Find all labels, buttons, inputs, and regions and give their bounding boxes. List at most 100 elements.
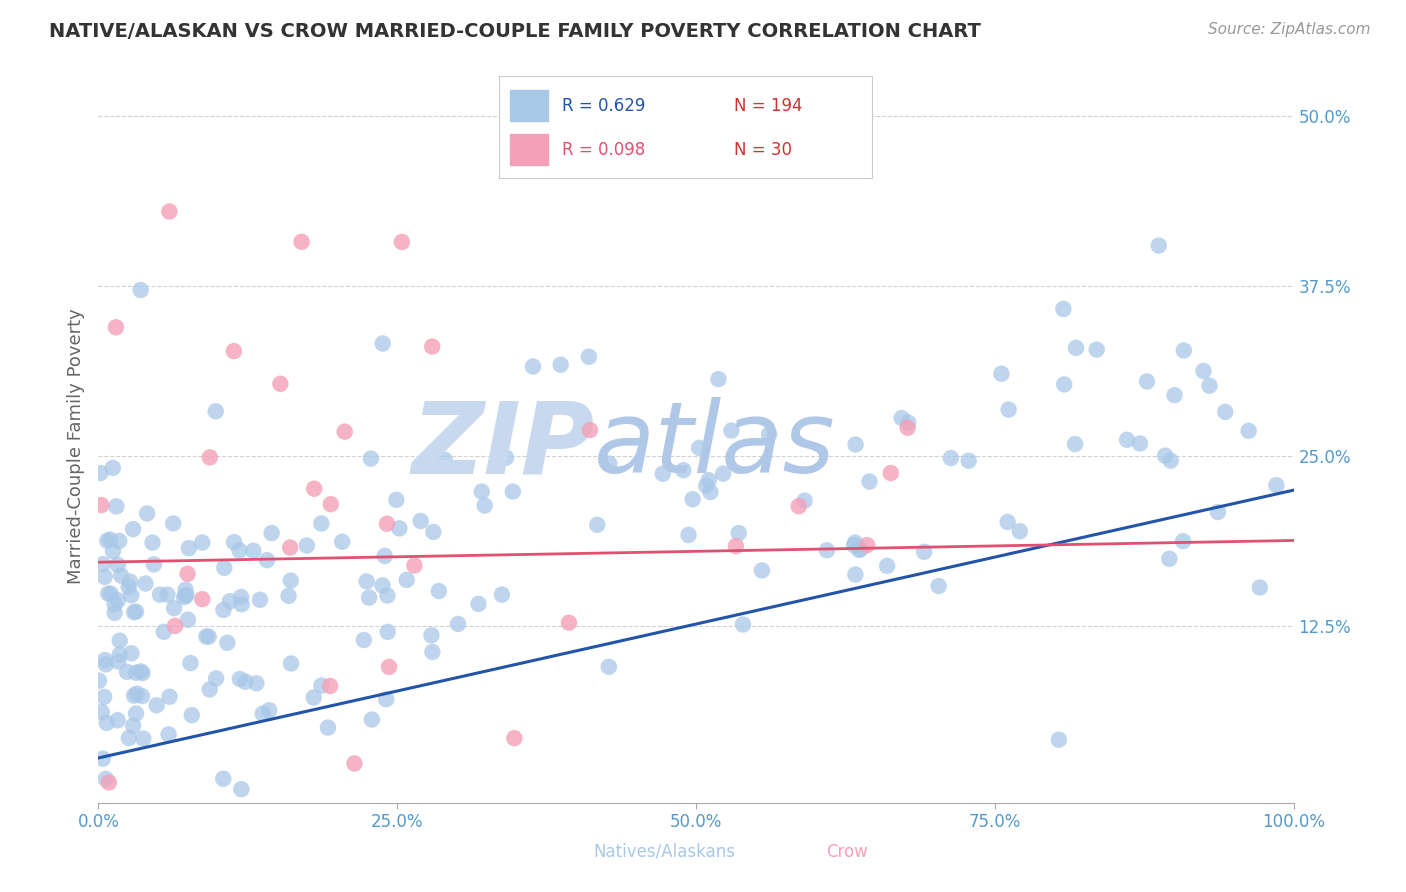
Text: Natives/Alaskans: Natives/Alaskans	[593, 843, 735, 861]
Point	[104, 606, 127, 620]
Point	[115, 665, 138, 679]
Point	[214, 561, 236, 575]
Point	[463, 403, 485, 417]
Point	[1064, 437, 1087, 451]
Point	[787, 499, 810, 513]
Point	[87, 673, 110, 688]
Point	[118, 580, 141, 594]
Point	[699, 485, 721, 500]
Point	[104, 597, 127, 611]
Point	[91, 752, 114, 766]
Bar	[510, 135, 547, 165]
Point	[280, 657, 302, 671]
Point	[163, 619, 186, 633]
Point	[1206, 505, 1229, 519]
Point	[93, 570, 115, 584]
Point	[848, 542, 870, 557]
Bar	[510, 90, 547, 121]
Point	[433, 452, 456, 467]
Point	[471, 484, 494, 499]
Point	[257, 703, 280, 717]
Point	[157, 727, 180, 741]
Point	[277, 589, 299, 603]
Point	[162, 516, 184, 531]
Point	[375, 692, 398, 706]
Point	[420, 628, 443, 642]
Point	[245, 676, 267, 690]
Point	[122, 689, 145, 703]
Point	[89, 466, 111, 480]
Point	[844, 567, 866, 582]
Point	[242, 543, 264, 558]
Point	[316, 721, 339, 735]
Point	[522, 359, 544, 374]
Point	[876, 558, 898, 573]
Point	[586, 517, 609, 532]
Point	[252, 706, 274, 721]
Point	[1085, 343, 1108, 357]
Point	[174, 588, 197, 602]
Point	[96, 715, 118, 730]
Point	[125, 687, 148, 701]
Point	[467, 597, 489, 611]
Point	[1053, 377, 1076, 392]
Point	[377, 589, 399, 603]
Point	[107, 593, 129, 607]
Point	[105, 500, 128, 514]
Point	[371, 336, 394, 351]
Point	[1052, 301, 1074, 316]
Point	[343, 756, 366, 771]
Text: ZIP: ZIP	[412, 398, 595, 494]
Point	[707, 372, 730, 386]
Point	[409, 514, 432, 528]
Point	[108, 534, 131, 549]
Point	[912, 545, 935, 559]
Point	[422, 524, 444, 539]
Point	[356, 574, 378, 589]
Point	[174, 582, 197, 597]
Point	[997, 402, 1019, 417]
Point	[197, 630, 219, 644]
Point	[219, 594, 242, 608]
Point	[651, 467, 673, 481]
Point	[378, 660, 401, 674]
Point	[231, 598, 253, 612]
Text: Crow: Crow	[827, 843, 868, 861]
Point	[125, 706, 148, 721]
Point	[404, 558, 426, 573]
Point	[118, 731, 141, 745]
Point	[295, 539, 318, 553]
Text: N = 30: N = 30	[734, 141, 792, 159]
Point	[682, 492, 704, 507]
Point	[280, 574, 302, 588]
Point	[101, 544, 124, 558]
Point	[503, 731, 526, 746]
Point	[420, 340, 443, 354]
Point	[695, 478, 717, 492]
Point	[711, 467, 734, 481]
Text: Source: ZipAtlas.com: Source: ZipAtlas.com	[1208, 22, 1371, 37]
Point	[125, 605, 148, 619]
Point	[302, 482, 325, 496]
Point	[550, 358, 572, 372]
Point	[1173, 343, 1195, 358]
Point	[125, 665, 148, 680]
Point	[152, 624, 174, 639]
Point	[302, 690, 325, 705]
Point	[897, 416, 920, 430]
Point	[212, 603, 235, 617]
Point	[1159, 551, 1181, 566]
Point	[311, 679, 333, 693]
Point	[122, 522, 145, 536]
Point	[311, 516, 333, 531]
Point	[249, 592, 271, 607]
Point	[176, 566, 198, 581]
Point	[1192, 364, 1215, 378]
Point	[678, 528, 700, 542]
Point	[491, 588, 513, 602]
Point	[131, 689, 153, 703]
Point	[229, 672, 252, 686]
Point	[388, 521, 411, 535]
Point	[1136, 375, 1159, 389]
Point	[724, 539, 747, 553]
